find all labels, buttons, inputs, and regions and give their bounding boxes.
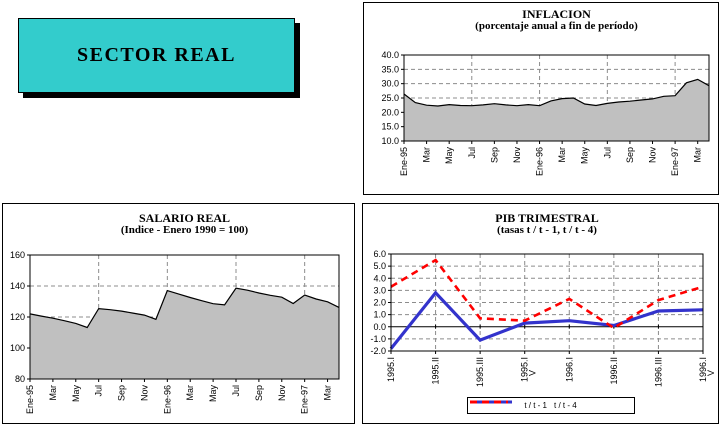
svg-text:May: May: [444, 147, 454, 165]
svg-text:Mar: Mar: [557, 147, 567, 163]
svg-text:Sep: Sep: [625, 147, 635, 163]
legend-item-t-t-1: t / t - 1: [470, 400, 551, 410]
pib-chart-subtitle: (tasas t / t - 1, t / t - 4): [497, 224, 597, 236]
svg-text:Sep: Sep: [489, 147, 499, 163]
pib-plot: -2.0 -1.0 0.0 1.0 2.0 3.0 4.0 5.0 6.0 1995.I 1995.…: [370, 249, 716, 387]
svg-text:140: 140: [10, 281, 25, 291]
svg-text:Ene-96: Ene-96: [535, 147, 545, 176]
svg-text:6.0: 6.0: [373, 249, 386, 259]
legend-label-t-t-1: t / t - 1: [524, 401, 547, 410]
svg-text:Jul: Jul: [602, 147, 612, 159]
svg-text:Sep: Sep: [254, 385, 264, 401]
svg-text:Ene-96: Ene-96: [162, 385, 172, 414]
svg-text:1995.III: 1995.III: [475, 357, 485, 387]
svg-text:25.0: 25.0: [381, 93, 399, 103]
inflacion-plot: 10.0 15.0 20.0 25.0 30.0 35.0 40.0 Ene-95 Mar May…: [381, 50, 710, 176]
svg-text:1995.I: 1995.I: [520, 357, 530, 382]
svg-text:Mar: Mar: [48, 385, 58, 401]
svg-text:5.0: 5.0: [373, 261, 386, 271]
svg-text:Ene-95: Ene-95: [399, 147, 409, 176]
svg-text:V: V: [706, 370, 716, 376]
svg-text:1996.III: 1996.III: [653, 357, 663, 387]
svg-text:1996.I: 1996.I: [564, 357, 574, 382]
pib-legend: t / t - 1 t / t - 4: [467, 397, 635, 414]
inflacion-chart-title: INFLACION: [522, 7, 591, 21]
svg-text:Sep: Sep: [117, 385, 127, 401]
svg-text:Jul: Jul: [94, 385, 104, 397]
svg-text:Ene-97: Ene-97: [670, 147, 680, 176]
salario-chart-title: SALARIO REAL: [138, 211, 231, 225]
svg-text:100: 100: [10, 343, 25, 353]
salario-chart-subtitle: (Indice - Enero 1990 = 100): [120, 224, 249, 236]
salario-plot: 80 100 120 140 160 Ene-95 Mar May Jul Sep Nov Ene-9…: [10, 250, 340, 414]
svg-text:0.0: 0.0: [373, 322, 386, 332]
svg-text:Jul: Jul: [467, 147, 477, 159]
svg-text:40.0: 40.0: [381, 50, 399, 60]
salario-chart-panel: SALARIO REAL (Indice - Enero 1990 = 100)…: [2, 203, 355, 424]
svg-text:80: 80: [15, 374, 25, 384]
svg-text:Ene-97: Ene-97: [300, 385, 310, 414]
svg-text:V: V: [528, 370, 538, 376]
svg-text:Mar: Mar: [185, 385, 195, 401]
svg-text:35.0: 35.0: [381, 64, 399, 74]
sector-real-label: SECTOR REAL: [77, 44, 236, 66]
svg-text:Nov: Nov: [648, 147, 658, 164]
svg-text:20.0: 20.0: [381, 107, 399, 117]
svg-text:Jul: Jul: [231, 385, 241, 397]
svg-text:1996.I: 1996.I: [698, 357, 708, 382]
svg-text:Ene-95: Ene-95: [25, 385, 35, 414]
inflacion-chart-panel: INFLACION (porcentaje anual a fin de per…: [363, 2, 719, 195]
sector-real-box: SECTOR REAL: [18, 18, 295, 93]
svg-text:Nov: Nov: [512, 147, 522, 164]
svg-text:4.0: 4.0: [373, 273, 386, 283]
svg-text:Mar: Mar: [693, 147, 703, 163]
svg-text:1.0: 1.0: [373, 310, 386, 320]
svg-text:1995.I: 1995.I: [386, 357, 396, 382]
legend-item-t-t-4: t / t - 4: [470, 400, 581, 410]
svg-text:30.0: 30.0: [381, 79, 399, 89]
inflacion-chart-subtitle: (porcentaje anual a fin de período): [475, 20, 638, 32]
pib-chart-panel: PIB TRIMESTRAL (tasas t / t - 1, t / t -…: [362, 203, 719, 424]
svg-text:1996.II: 1996.II: [609, 357, 619, 385]
svg-text:15.0: 15.0: [381, 122, 399, 132]
svg-text:1995.II: 1995.II: [431, 357, 441, 385]
svg-text:10.0: 10.0: [381, 136, 399, 146]
svg-text:2.0: 2.0: [373, 298, 386, 308]
svg-text:May: May: [208, 385, 218, 403]
svg-text:May: May: [71, 385, 81, 403]
svg-text:Mar: Mar: [323, 385, 333, 401]
legend-line-dashed-icon: [470, 400, 508, 404]
svg-text:Nov: Nov: [277, 385, 287, 402]
legend-label-t-t-4: t / t - 4: [554, 401, 577, 410]
svg-text:3.0: 3.0: [373, 285, 386, 295]
svg-text:Nov: Nov: [139, 385, 149, 402]
svg-text:160: 160: [10, 250, 25, 260]
svg-text:-2.0: -2.0: [370, 346, 386, 356]
svg-text:120: 120: [10, 312, 25, 322]
svg-text:May: May: [580, 147, 590, 165]
svg-text:-1.0: -1.0: [370, 334, 386, 344]
svg-text:Mar: Mar: [422, 147, 432, 163]
pib-chart-title: PIB TRIMESTRAL: [495, 211, 599, 225]
